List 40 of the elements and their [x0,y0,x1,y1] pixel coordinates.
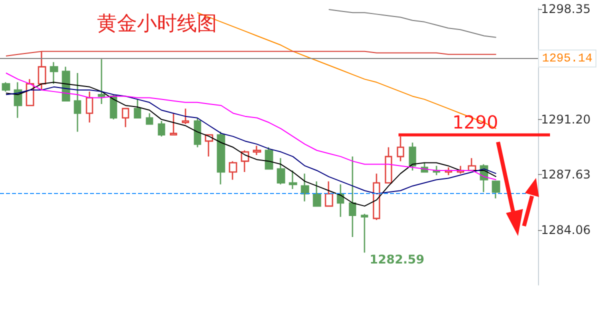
candlestick [312,180,322,207]
candlestick [194,117,202,148]
candlestick [170,112,178,136]
candlestick [288,170,298,190]
candlestick [264,146,274,170]
candlestick [134,98,142,119]
ref-line-label: 1295.14 [542,51,592,66]
candlestick [324,180,334,207]
candlestick [216,131,226,186]
y-tick-label: 1284.06 [541,222,591,237]
candlestick [228,160,238,180]
candlestick [408,142,416,172]
candlestick [336,184,344,218]
candlestick [300,172,310,202]
candlestick [384,146,392,184]
candlestick [86,90,94,124]
candlestick [240,150,250,173]
candlestick [74,72,82,132]
y-tick-label: 1287.63 [541,168,591,182]
candlestick [158,120,166,138]
candlestick [276,157,286,186]
candlestick [182,108,190,125]
candlestick [372,172,380,221]
candlestick [146,112,154,125]
candlestick [396,136,404,162]
chart-title: 黄金小时线图 [97,11,217,35]
candlestick [360,213,368,254]
candlestick [252,145,262,156]
candlestick [2,82,10,92]
y-tick-label: 1291.20 [541,112,591,126]
candlestick [492,180,500,199]
line-series [328,9,497,38]
candlestick [122,108,130,128]
line-series [196,12,497,130]
line-series [5,72,497,180]
y-tick-label: 1298.35 [541,2,591,16]
candlestick [50,62,58,84]
candlestick [98,58,106,105]
annotation: 1282.59 [370,252,424,267]
candlestick [348,156,356,238]
